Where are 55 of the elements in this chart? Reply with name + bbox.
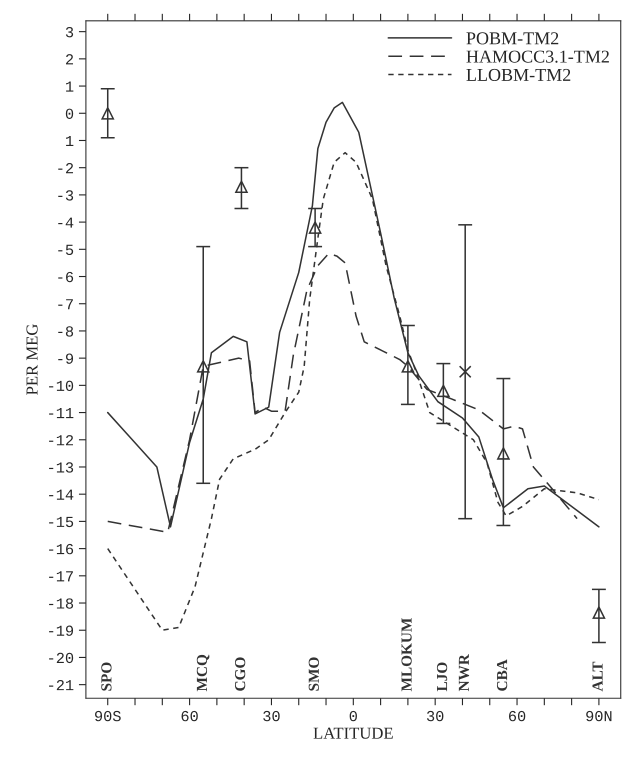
- y-tick-label: -15: [49, 516, 74, 528]
- y-tick-label: -9: [58, 353, 74, 364]
- point: [497, 447, 510, 460]
- y-tick-label: -19: [49, 626, 74, 636]
- y-tick-label: -2: [58, 163, 74, 174]
- y-tick-label: 1: [66, 136, 74, 146]
- annotation: MCQ: [196, 654, 210, 692]
- x-tick-label: 90N: [586, 710, 612, 722]
- annotation: MLOKUM: [401, 618, 412, 692]
- point: [402, 360, 414, 373]
- point: [458, 365, 472, 378]
- annotation: SPO: [101, 662, 112, 691]
- x-tick-label: 60: [508, 710, 526, 722]
- y-tick-label: -5: [58, 244, 74, 255]
- y-tick-label: -7: [58, 299, 73, 310]
- y-tick-label: 1: [66, 82, 74, 92]
- point: [235, 180, 248, 194]
- x-tick-label: 60: [182, 710, 198, 722]
- y-tick-label: 2: [66, 54, 74, 64]
- legend-label: LLOBM-TM2: [466, 68, 570, 81]
- point: [437, 384, 450, 398]
- point: [308, 221, 322, 234]
- x-axis-title: LATITUDE: [314, 728, 393, 739]
- x-tick-label: 30: [263, 710, 280, 722]
- x-tick-label: 30: [426, 710, 444, 722]
- legend-label: POBM-TM2: [466, 32, 558, 44]
- y-tick-label: -4: [58, 218, 74, 228]
- y-tick-label: -11: [49, 408, 74, 418]
- annotation: SMO: [308, 657, 319, 691]
- point: [101, 106, 114, 120]
- y-tick-label: -8: [58, 326, 74, 337]
- x-tick-label: 90S: [95, 710, 121, 722]
- y-tick-label: -21: [49, 680, 74, 690]
- annotation: CBA: [496, 659, 508, 691]
- y-axis-title: PER MEG: [26, 324, 38, 395]
- y-tick-label: -12: [49, 435, 74, 446]
- y-tick-label: -13: [49, 462, 74, 473]
- y-tick-label: -6: [58, 272, 74, 282]
- y-tick-label: 3: [66, 26, 74, 38]
- annotation: LJO: [436, 662, 448, 692]
- y-tick-label: -18: [49, 598, 74, 609]
- legend-label: HAMOCC3.1-TM2: [466, 50, 609, 63]
- y-tick-label: 0: [66, 108, 74, 119]
- y-tick-label: -10: [49, 380, 74, 392]
- y-tick-label: -17: [49, 571, 73, 582]
- annotation: CGO: [234, 657, 246, 691]
- y-tick-label: -3: [58, 190, 74, 201]
- x-tick-label: 0: [350, 710, 357, 722]
- annotation: NWR: [458, 654, 470, 692]
- point: [592, 606, 606, 619]
- y-tick-label: -20: [49, 652, 74, 664]
- y-tick-label: -14: [49, 490, 74, 500]
- y-tick-label: -16: [49, 544, 74, 554]
- annotation: ALT: [592, 662, 603, 692]
- point: [196, 360, 210, 373]
